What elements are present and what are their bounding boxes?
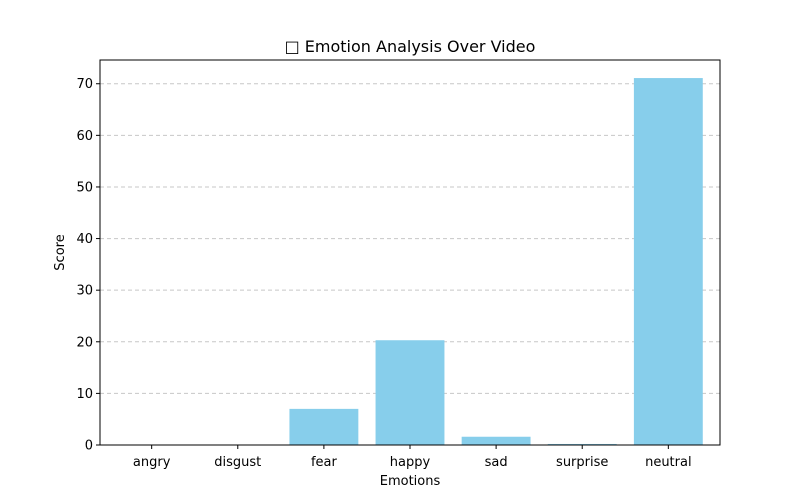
x-tick-label-surprise: surprise — [556, 455, 608, 470]
y-tick-label: 40 — [76, 232, 93, 247]
y-tick-label: 30 — [76, 284, 93, 299]
x-axis-label: Emotions — [380, 474, 441, 489]
y-tick-label: 50 — [76, 180, 93, 195]
x-tick-label-disgust: disgust — [214, 455, 261, 470]
y-tick-label: 60 — [76, 129, 93, 144]
chart-title: □ Emotion Analysis Over Video — [285, 37, 536, 56]
y-tick-label: 70 — [76, 77, 93, 92]
x-tick-label-happy: happy — [390, 455, 431, 470]
x-tick-label-fear: fear — [311, 455, 338, 470]
bar-neutral — [634, 78, 703, 445]
bar-happy — [376, 340, 445, 445]
x-tick-label-neutral: neutral — [645, 455, 692, 470]
x-tick-label-angry: angry — [133, 455, 171, 470]
y-tick-label: 0 — [85, 439, 93, 454]
x-axis-ticks: angry disgust fear happy sad surprise neutral — [133, 445, 692, 470]
bar-sad — [462, 437, 531, 445]
y-axis-label: Score — [53, 234, 68, 270]
y-tick-label: 20 — [76, 335, 93, 350]
y-tick-label: 10 — [76, 387, 93, 402]
bar-series — [117, 78, 703, 445]
bar-fear — [289, 409, 358, 445]
x-tick-label-sad: sad — [485, 455, 508, 470]
y-axis-ticks: 0 10 20 30 40 50 60 70 — [76, 77, 100, 453]
